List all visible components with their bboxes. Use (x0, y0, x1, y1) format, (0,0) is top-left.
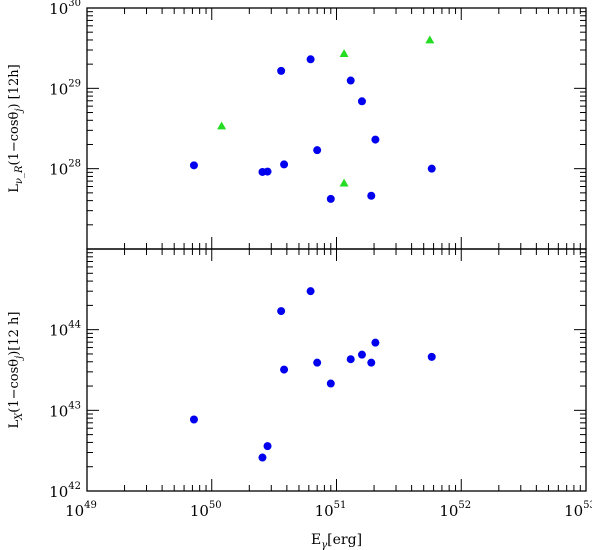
bottom-circle-point (427, 352, 436, 361)
bottom-circle-point (313, 358, 322, 367)
x-tick-label: 1049 (65, 500, 97, 520)
bottom-circle-point (280, 365, 289, 374)
y-tick-label: 1042 (49, 481, 81, 501)
top-triangle-point (217, 121, 227, 130)
bottom-y-axis-label: LX(1−cosθj)[12 h] (7, 312, 25, 429)
top-circle-point (263, 167, 272, 176)
top-plot-frame (86, 7, 587, 250)
top-circle-point (346, 76, 355, 85)
top-circle-point (371, 135, 380, 144)
top-triangle-point (425, 35, 435, 44)
x-axis-label: Eγ[erg] (311, 532, 362, 550)
y-tick-label: 1044 (49, 320, 81, 340)
bottom-circle-point (326, 379, 335, 388)
y-tick-label: 1029 (49, 78, 81, 98)
bottom-circle-point (189, 415, 198, 424)
top-circle-point (280, 160, 289, 169)
y-tick-label: 1028 (49, 159, 81, 179)
y-tick-label: 1030 (49, 0, 81, 18)
bottom-circle-point (367, 358, 376, 367)
top-circle-point (326, 194, 335, 203)
top-triangle-point (339, 178, 349, 187)
y-tick-label: 1043 (49, 400, 81, 420)
x-tick-label: 1053 (564, 500, 592, 520)
bottom-circle-point (258, 453, 267, 462)
top-y-axis-label: Lν_R(1−cosθj) [12h] (7, 64, 25, 192)
bottom-circle-point (357, 350, 366, 359)
bottom-circle-point (306, 287, 315, 296)
top-triangle-point (339, 49, 349, 58)
x-tick-label: 1052 (439, 500, 471, 520)
x-tick-label: 1050 (190, 500, 222, 520)
top-circle-point (357, 97, 366, 106)
top-circle-point (306, 55, 315, 64)
bottom-panel: 1042 1043 1044 1049 1050 1051 1052 1053 LX(1−cos… (7, 248, 592, 550)
top-circle-point (427, 164, 436, 173)
top-panel: 1028 1029 1030 Lν_R(1−cosθj) [12h] (7, 0, 587, 250)
bottom-circle-point (277, 307, 286, 316)
top-circle-point (367, 191, 376, 200)
top-circle-point (313, 146, 322, 155)
bottom-circle-point (371, 338, 380, 347)
top-circle-point (277, 66, 286, 75)
top-circle-point (189, 161, 198, 170)
x-tick-label: 1051 (315, 500, 347, 520)
bottom-circle-point (263, 442, 272, 451)
bottom-plot-frame (86, 248, 587, 492)
bottom-circle-point (346, 355, 355, 364)
